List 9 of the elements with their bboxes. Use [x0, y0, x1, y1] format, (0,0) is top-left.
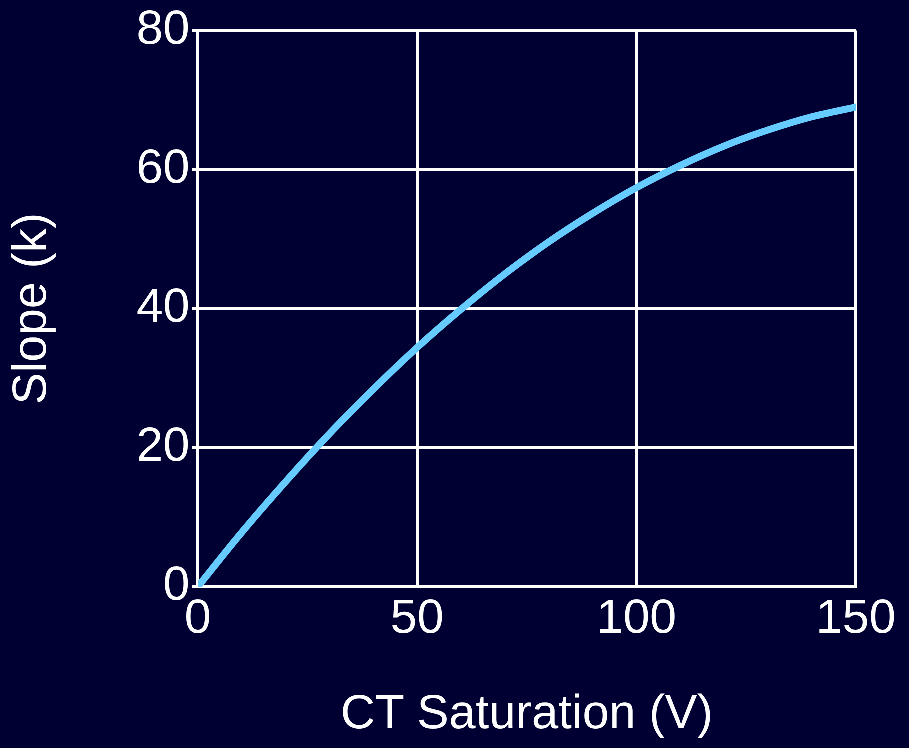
y-axis-title: Slope (k)	[4, 212, 58, 405]
x-axis-title: CT Saturation (V)	[340, 686, 714, 740]
x-tick-label: 50	[390, 591, 444, 644]
y-tick-label: 20	[136, 419, 190, 472]
y-tick-label: 80	[136, 2, 190, 56]
x-tick-label: 100	[596, 591, 677, 644]
x-tick-label: 150	[816, 591, 896, 644]
y-tick-label: 40	[136, 280, 190, 334]
y-tick-label: 60	[136, 141, 190, 194]
